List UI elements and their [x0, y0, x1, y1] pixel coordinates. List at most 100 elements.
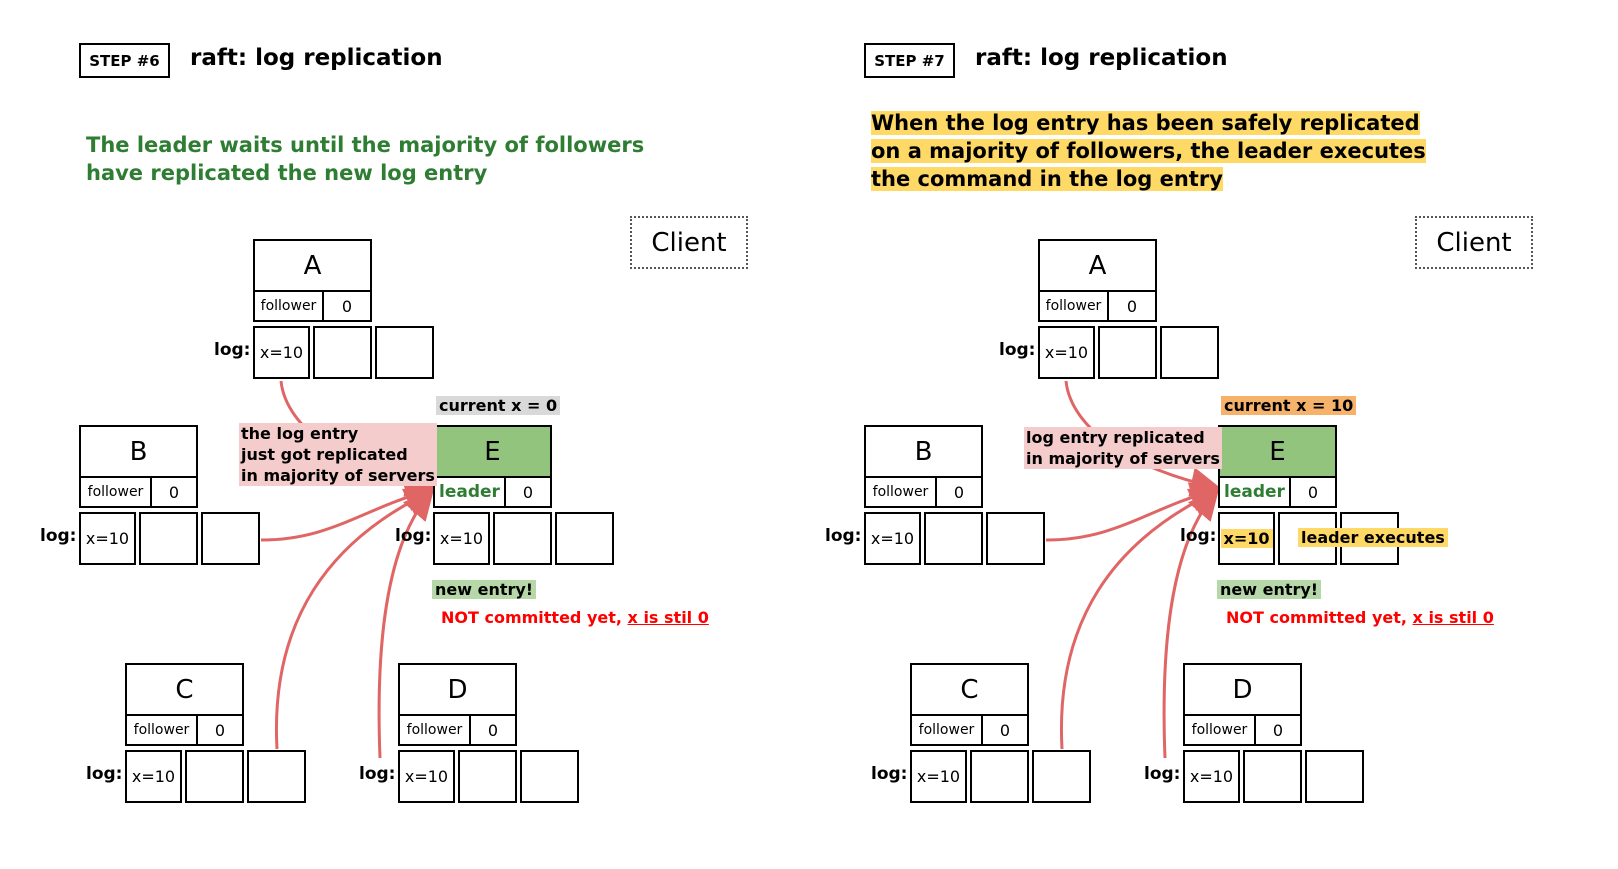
- node-a-role: follower: [1038, 290, 1109, 322]
- node-e-term: 0: [504, 476, 552, 508]
- node-b-log-label: log:: [825, 526, 862, 546]
- node-c-log-entry-3: [1032, 750, 1091, 803]
- node-b-term: 0: [935, 476, 983, 508]
- node-a-term: 0: [322, 290, 372, 322]
- node-d-log-entry-2: [458, 750, 517, 803]
- description-line: on a majority of followers, the leader e…: [871, 139, 1426, 163]
- node-a-log-entry-3: [375, 326, 434, 379]
- node-c-log-entry-2: [970, 750, 1029, 803]
- node-e-role: leader: [1218, 476, 1291, 508]
- node-d-log-entry-2: [1243, 750, 1302, 803]
- node-a-log-label: log:: [214, 340, 251, 360]
- replication-note-line: the log entry: [241, 424, 359, 443]
- node-c-name: C: [910, 663, 1029, 716]
- node-d-log-entry-1: x=10: [398, 750, 455, 803]
- current-x-label: current x = 0: [436, 396, 561, 415]
- x-still-text: x is stil 0: [627, 608, 709, 627]
- node-b-term: 0: [150, 476, 198, 508]
- step-badge: STEP #6: [79, 43, 170, 78]
- node-a-log-entry-1: x=10: [1038, 326, 1095, 379]
- node-a-role: follower: [253, 290, 324, 322]
- node-c-term: 0: [196, 714, 244, 746]
- step-description: The leader waits until the majority of f…: [86, 131, 686, 187]
- client-box: Client: [630, 216, 748, 269]
- node-d-name: D: [1183, 663, 1302, 716]
- node-d-term: 0: [1254, 714, 1302, 746]
- node-b-name: B: [79, 425, 198, 478]
- new-entry-label: new entry!: [432, 580, 537, 599]
- panel-step-7: STEP #7 raft: log replication When the l…: [785, 0, 1594, 869]
- node-d-role: follower: [1183, 714, 1256, 746]
- node-e-role: leader: [433, 476, 506, 508]
- replication-note-line: just got replicated: [241, 445, 408, 464]
- node-e-term: 0: [1289, 476, 1337, 508]
- node-c-log-entry-1: x=10: [910, 750, 967, 803]
- not-committed-text: NOT committed yet,: [1226, 608, 1407, 627]
- node-a-log-label: log:: [999, 340, 1036, 360]
- node-a-log-entry-2: [313, 326, 372, 379]
- node-e-log-entry-1: x=10: [433, 512, 490, 565]
- node-b-role: follower: [864, 476, 937, 508]
- node-c-log-entry-3: [247, 750, 306, 803]
- node-d-log-entry-3: [1305, 750, 1364, 803]
- node-e-log-entry-2: [493, 512, 552, 565]
- node-a-name: A: [1038, 239, 1157, 292]
- node-a-log-entry-1: x=10: [253, 326, 310, 379]
- node-e-name: E: [433, 425, 552, 478]
- replication-note-line: in majority of servers: [241, 466, 435, 485]
- new-entry-label: new entry!: [1217, 580, 1322, 599]
- node-e-name: E: [1218, 425, 1337, 478]
- node-e-log-label: log:: [395, 526, 432, 546]
- node-b-log-entry-3: [201, 512, 260, 565]
- node-c-log-entry-2: [185, 750, 244, 803]
- node-b-log-label: log:: [40, 526, 77, 546]
- step-description: When the log entry has been safely repli…: [871, 109, 1511, 193]
- node-d-role: follower: [398, 714, 471, 746]
- node-a-log-entry-3: [1160, 326, 1219, 379]
- x-still-text: x is stil 0: [1412, 608, 1494, 627]
- step-badge: STEP #7: [864, 43, 955, 78]
- node-c-log-label: log:: [871, 764, 908, 784]
- not-committed-note: NOT committed yet, x is stil 0: [1226, 608, 1494, 627]
- node-c-term: 0: [981, 714, 1029, 746]
- node-c-name: C: [125, 663, 244, 716]
- node-c-role: follower: [910, 714, 983, 746]
- node-c-log-label: log:: [86, 764, 123, 784]
- node-c-log-entry-1: x=10: [125, 750, 182, 803]
- node-b-log-entry-1: x=10: [864, 512, 921, 565]
- node-e-log-entry-1: x=10: [1218, 512, 1275, 565]
- panel-step-6: STEP #6 raft: log replication The leader…: [40, 43, 748, 803]
- node-b-log-entry-2: [139, 512, 198, 565]
- node-a-log-entry-2: [1098, 326, 1157, 379]
- description-line: have replicated the new log entry: [86, 161, 488, 185]
- node-b-log-entry-2: [924, 512, 983, 565]
- node-e-log-label: log:: [1180, 526, 1217, 546]
- node-b-name: B: [864, 425, 983, 478]
- node-c-role: follower: [125, 714, 198, 746]
- replication-note: the log entry just got replicated in maj…: [239, 423, 437, 486]
- description-line: When the log entry has been safely repli…: [871, 111, 1420, 135]
- node-d-log-entry-1: x=10: [1183, 750, 1240, 803]
- not-committed-text: NOT committed yet,: [441, 608, 622, 627]
- description-line: the command in the log entry: [871, 167, 1223, 191]
- node-d-name: D: [398, 663, 517, 716]
- node-d-log-entry-3: [520, 750, 579, 803]
- replication-note-line: log entry replicated: [1026, 428, 1205, 447]
- diagram-title: raft: log replication: [190, 45, 443, 71]
- node-a-name: A: [253, 239, 372, 292]
- replication-note: log entry replicated in majority of serv…: [1024, 427, 1222, 469]
- executed-entry-highlight: x=10: [1220, 529, 1273, 548]
- replication-note-line: in majority of servers: [1026, 449, 1220, 468]
- client-box: Client: [1415, 216, 1533, 269]
- node-b-log-entry-3: [986, 512, 1045, 565]
- node-b-log-entry-1: x=10: [79, 512, 136, 565]
- not-committed-note: NOT committed yet, x is stil 0: [441, 608, 709, 627]
- description-line: The leader waits until the majority of f…: [86, 133, 645, 157]
- node-e-log-entry-3: [555, 512, 614, 565]
- node-d-log-label: log:: [359, 764, 396, 784]
- node-d-log-label: log:: [1144, 764, 1181, 784]
- diagram-title: raft: log replication: [975, 45, 1228, 71]
- node-b-role: follower: [79, 476, 152, 508]
- node-d-term: 0: [469, 714, 517, 746]
- leader-executes-label: leader executes: [1298, 528, 1448, 547]
